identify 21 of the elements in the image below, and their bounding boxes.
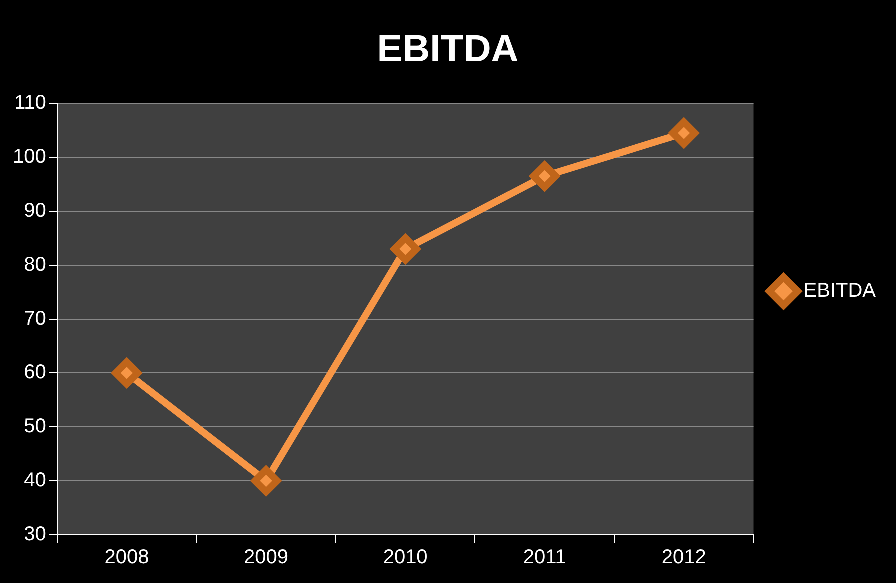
- point: [530, 162, 560, 191]
- y-tick-label: 50: [24, 416, 46, 438]
- y-tick-label: 80: [24, 254, 46, 276]
- x-tick-label: 2009: [244, 546, 289, 569]
- x-tick-label: 2010: [383, 546, 428, 569]
- point: [391, 234, 420, 264]
- point: [112, 358, 142, 388]
- y-tick-label: 70: [24, 308, 46, 330]
- y-tick-label: 40: [24, 470, 46, 492]
- point: [252, 466, 281, 496]
- y-tick-label: 110: [14, 92, 46, 114]
- x-tick-label: 2011: [523, 546, 566, 569]
- x-tick-label: 2012: [662, 546, 706, 569]
- y-tick-label: 100: [12, 146, 46, 168]
- x-tick-label: 2008: [104, 546, 150, 569]
- legend-label: EBITDA: [804, 280, 877, 302]
- chart-title: EBITDA: [377, 28, 519, 70]
- point: [670, 118, 699, 148]
- y-tick-label: 60: [24, 362, 46, 384]
- y-tick-label: 30: [24, 524, 46, 546]
- y-tick-label: 90: [24, 200, 46, 222]
